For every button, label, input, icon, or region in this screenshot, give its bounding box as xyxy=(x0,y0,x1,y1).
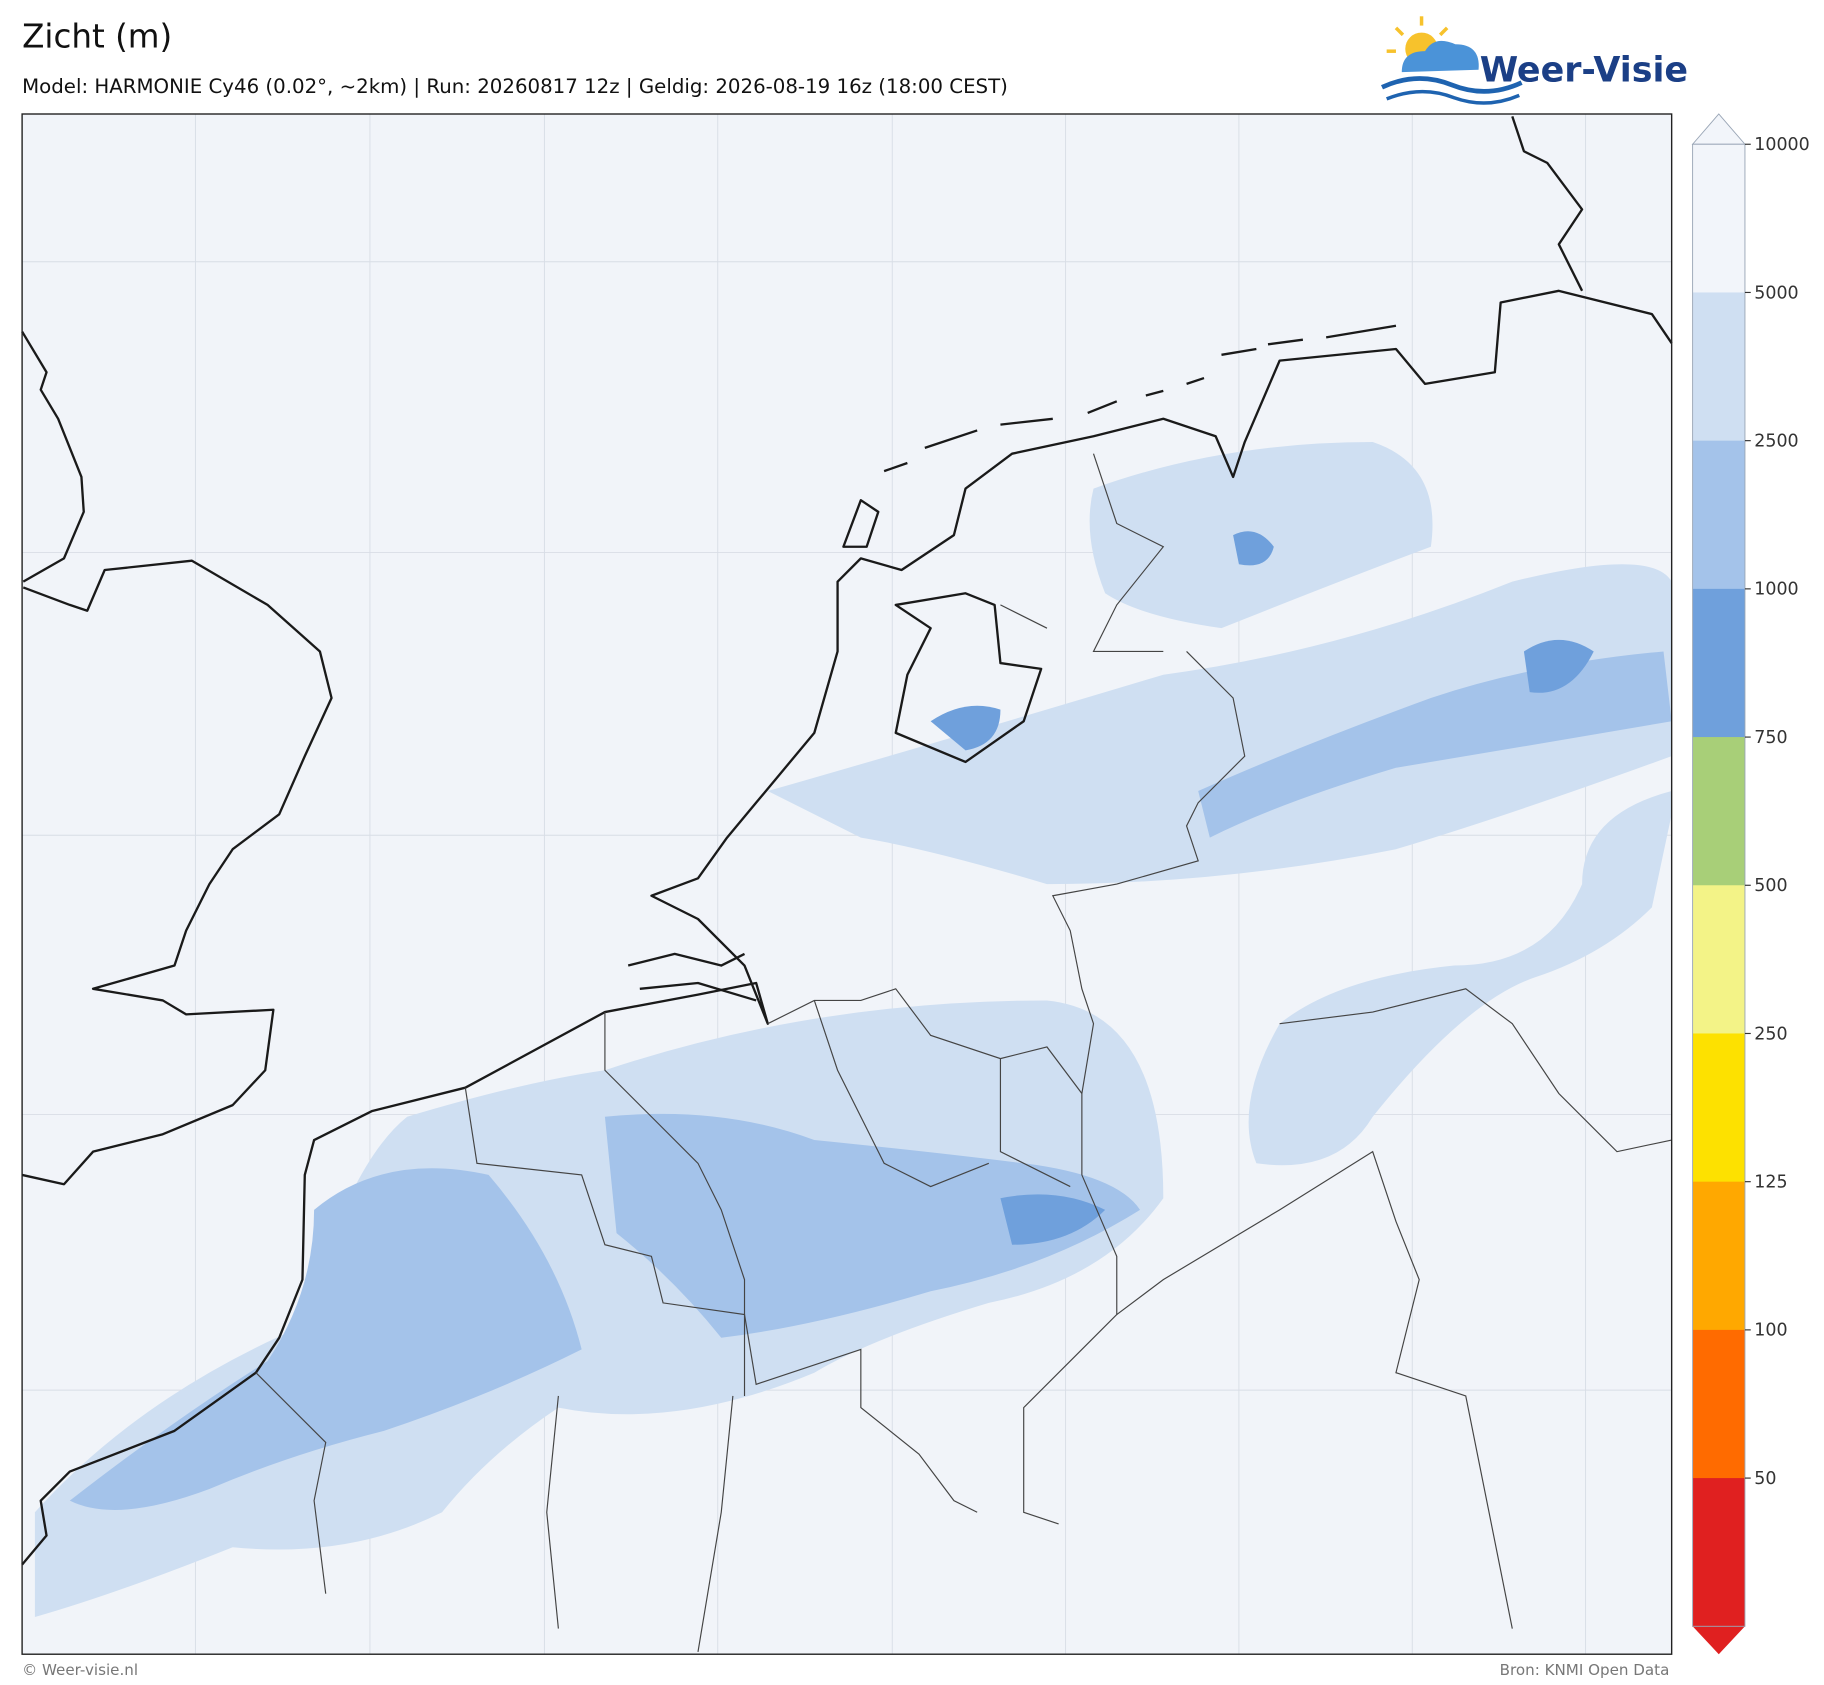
footer-right: Bron: KNMI Open Data xyxy=(1500,1661,1670,1679)
colorbar: 10000 5000 2500 1000 750 500 250 125 100 50 xyxy=(1691,113,1810,1655)
subtitle: Model: HARMONIE Cy46 (0.02°, ~2km) | Run… xyxy=(22,75,1008,98)
colorbar-tick-label: 100 xyxy=(1754,1321,1787,1341)
colorbar-segment xyxy=(1692,440,1745,590)
colorbar-extend-bottom xyxy=(1692,1626,1745,1655)
colorbar-segment xyxy=(1692,1329,1745,1479)
colorbar-segment xyxy=(1692,588,1745,738)
colorbar-tick-label: 10000 xyxy=(1754,135,1809,155)
colorbar-segment xyxy=(1692,1478,1745,1627)
footer-left: © Weer-visie.nl xyxy=(22,1661,138,1679)
logo: Weer-Visie xyxy=(1381,16,1688,105)
canvas: Zicht (m) Model: HARMONIE Cy46 (0.02°, ~… xyxy=(21,16,1810,1679)
map xyxy=(21,114,1673,1655)
colorbar-extend-top xyxy=(1691,113,1746,145)
title: Zicht (m) xyxy=(22,18,172,56)
colorbar-tick-label: 750 xyxy=(1754,728,1787,748)
colorbar-segment xyxy=(1692,885,1745,1035)
colorbar-tick-label: 1000 xyxy=(1754,580,1798,600)
colorbar-segment xyxy=(1692,1181,1745,1331)
colorbar-segment xyxy=(1692,737,1745,886)
colorbar-tick-label: 2500 xyxy=(1754,431,1798,451)
borders xyxy=(255,453,1672,1652)
colorbar-tick-label: 125 xyxy=(1754,1172,1787,1192)
logo-text: Weer-Visie xyxy=(1480,50,1688,90)
colorbar-segment xyxy=(1692,144,1745,294)
colorbar-tick-label: 5000 xyxy=(1754,283,1798,303)
colorbar-tick-label: 500 xyxy=(1754,876,1787,896)
colorbar-segment xyxy=(1692,292,1745,442)
visibility-field xyxy=(34,442,1672,1617)
colorbar-segment xyxy=(1692,1033,1745,1183)
map-frame xyxy=(21,113,1673,1655)
colorbar-tick-label: 50 xyxy=(1754,1469,1776,1489)
coastline xyxy=(21,115,1673,1566)
colorbar-tick-label: 250 xyxy=(1754,1024,1787,1044)
